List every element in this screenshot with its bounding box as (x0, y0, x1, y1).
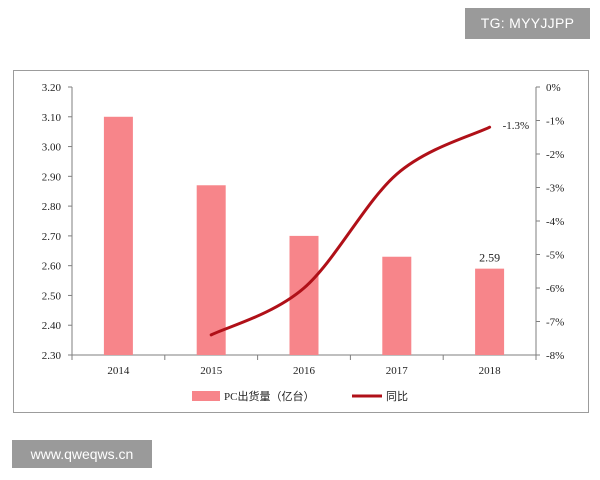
x-tick-label: 2015 (200, 365, 223, 377)
right-tick-label: -5% (546, 250, 564, 262)
bar-2014 (103, 116, 133, 356)
left-tick-label: 2.70 (42, 231, 62, 243)
legend-bar-label: PC出货量（亿台） (224, 389, 314, 403)
left-tick-label: 2.50 (42, 290, 62, 302)
bar-2015 (196, 185, 226, 355)
legend-bar-swatch (192, 391, 220, 401)
tick-labels: 3.20 3.10 3.00 2.90 2.80 2.70 2.60 2.50 2.40 2.30… (42, 82, 565, 377)
right-tick-label: -6% (546, 283, 564, 295)
x-tick-label: 2018 (479, 365, 502, 377)
watermark-top: TG: MYYJJPP (465, 8, 590, 39)
right-tick-label: -2% (546, 149, 564, 161)
right-tick-label: -3% (546, 183, 564, 195)
watermark-bottom: www.qweqws.cn (12, 440, 152, 468)
left-tick-label: 2.90 (42, 171, 62, 183)
left-tick-label: 2.40 (42, 320, 62, 332)
x-tick-label: 2016 (293, 365, 316, 377)
left-tick-label: 2.30 (42, 350, 62, 362)
yoy-line-path (209, 125, 492, 337)
bar-2018 (475, 268, 505, 355)
bar-2017 (382, 256, 412, 355)
right-tick-label: -7% (546, 317, 564, 329)
right-tick-label: -1% (546, 116, 564, 128)
yoy-line (209, 125, 492, 337)
left-tick-label: 3.00 (42, 142, 62, 154)
legend: PC出货量（亿台） 同比 (192, 389, 408, 403)
line-data-label: -1.3% (503, 120, 530, 132)
bars (103, 116, 505, 356)
legend-line-label: 同比 (386, 390, 408, 403)
left-tick-label: 2.80 (42, 201, 62, 213)
bar-data-label: 2.59 (479, 251, 500, 265)
right-tick-label: -8% (546, 350, 564, 362)
right-tick-label: 0% (546, 82, 561, 94)
left-tick-label: 2.60 (42, 261, 62, 273)
left-tick-label: 3.20 (42, 82, 62, 94)
x-tick-label: 2014 (107, 365, 130, 377)
right-tick-label: -4% (546, 216, 564, 228)
left-tick-label: 3.10 (42, 112, 62, 124)
x-tick-label: 2017 (386, 365, 409, 377)
